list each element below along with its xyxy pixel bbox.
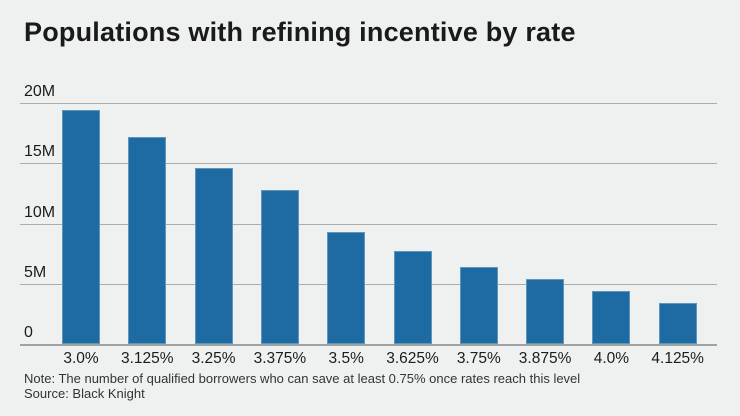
plot-area: 20M 15M 10M 5M 0 <box>20 84 717 346</box>
x-axis-tick-label: 3.375% <box>253 350 307 367</box>
x-axis-tick-label: 3.875% <box>518 350 572 367</box>
chart-title: Populations with refining incentive by r… <box>24 17 576 47</box>
bar <box>658 303 697 344</box>
gridline <box>20 103 717 104</box>
y-axis-tick-label: 10M <box>24 203 56 221</box>
bar <box>592 290 631 344</box>
bar <box>327 231 366 344</box>
y-axis-tick-label: 5M <box>24 263 47 281</box>
bar <box>194 168 233 344</box>
note-text: Note: The number of qualified borrowers … <box>24 371 581 386</box>
gridline <box>20 223 717 225</box>
bar <box>459 266 498 344</box>
x-axis-tick-label: 3.125% <box>121 350 174 367</box>
x-axis-tick-label: 4.0% <box>593 350 630 367</box>
x-axis-tick-label: 3.75% <box>456 350 501 367</box>
x-axis-tick-label: 3.0% <box>63 350 99 367</box>
x-axis-tick-label: 3.625% <box>386 350 439 367</box>
source-text: Source: Black Knight <box>24 386 145 401</box>
y-axis-tick-label: 0 <box>24 324 33 341</box>
y-axis-tick-label: 15M <box>24 143 56 161</box>
bar <box>62 110 100 344</box>
bar <box>526 278 565 344</box>
gridline <box>20 283 717 285</box>
bar <box>260 189 299 344</box>
footnote: Note: The number of qualified borrowers … <box>24 371 580 401</box>
gridline <box>20 163 717 165</box>
bar <box>128 136 167 344</box>
x-axis-tick-label: 4.125% <box>651 350 704 367</box>
bar <box>393 251 432 344</box>
x-axis-tick-label: 3.25% <box>191 350 236 367</box>
x-axis-tick-label: 3.5% <box>328 350 364 367</box>
y-axis-tick-label: 20M <box>24 83 56 100</box>
